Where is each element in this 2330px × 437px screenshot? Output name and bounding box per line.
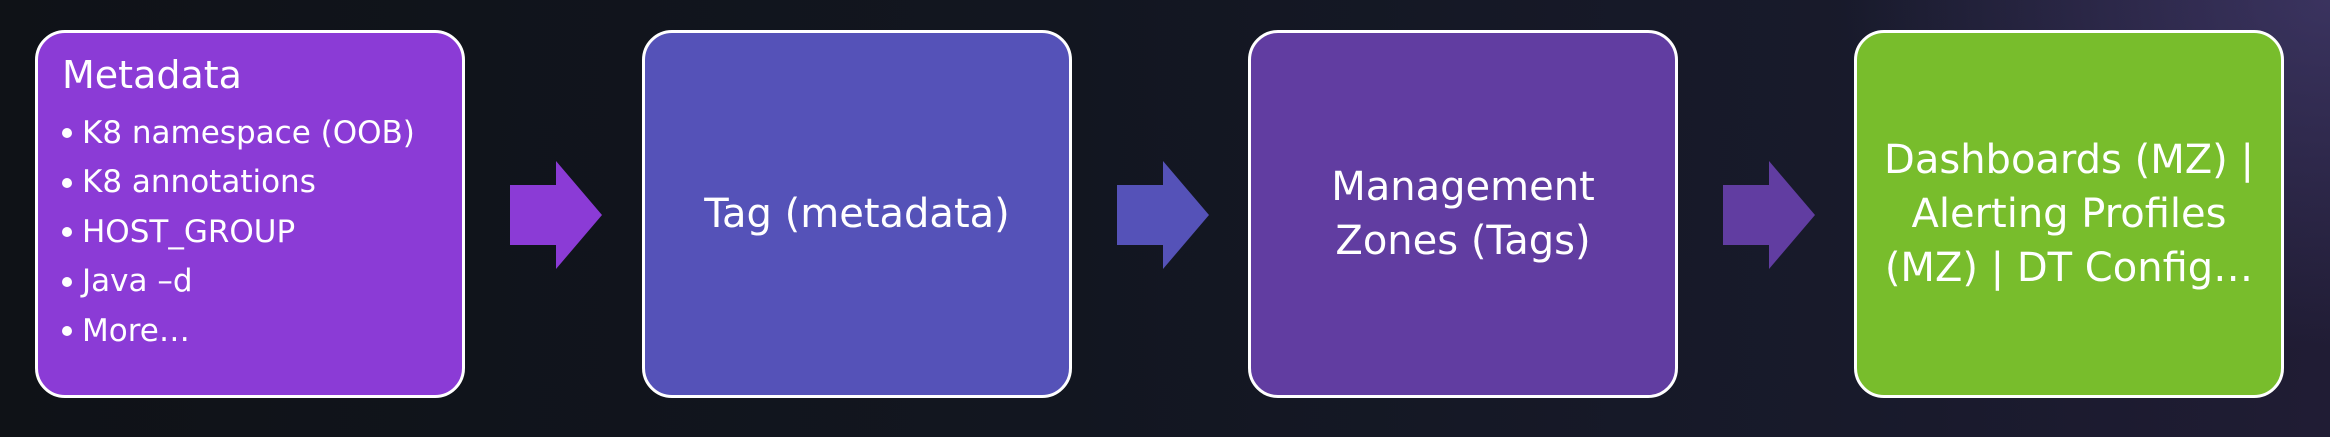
bullet-icon	[62, 227, 72, 238]
step-tag-box: Tag (metadata)	[642, 30, 1072, 398]
arrow-right-icon	[1117, 161, 1209, 269]
list-item: Java –d	[62, 257, 446, 307]
arrow-1-shape	[510, 161, 602, 269]
list-item: More…	[62, 307, 446, 357]
arrow-2-shape	[1117, 161, 1209, 269]
management-zones-label: Management Zones (Tags)	[1331, 164, 1595, 264]
step-dashboards-box: Dashboards (MZ) | Alerting Profiles (MZ)…	[1854, 30, 2284, 398]
metadata-title: Metadata	[62, 53, 242, 97]
tag-content: Tag (metadata)	[645, 33, 1069, 395]
metadata-list: K8 namespace (OOB) K8 annotations HOST_G…	[62, 109, 446, 357]
list-item-label: K8 namespace (OOB)	[82, 114, 415, 151]
step-metadata-box: Metadata K8 namespace (OOB) K8 annotatio…	[35, 30, 465, 398]
bullet-icon	[62, 276, 72, 287]
bullet-icon	[62, 177, 72, 188]
list-item: HOST_GROUP	[62, 208, 446, 258]
dashboards-label: Dashboards (MZ) | Alerting Profiles (MZ)…	[1884, 137, 2254, 291]
tag-label: Tag (metadata)	[704, 191, 1010, 237]
step-management-zones-box: Management Zones (Tags)	[1248, 30, 1678, 398]
list-item: K8 namespace (OOB)	[62, 109, 446, 159]
bullet-icon	[62, 326, 72, 337]
management-zones-content: Management Zones (Tags)	[1251, 33, 1675, 395]
list-item-label: Java –d	[82, 263, 193, 300]
metadata-content: Metadata K8 namespace (OOB) K8 annotatio…	[62, 53, 446, 356]
list-item: K8 annotations	[62, 158, 446, 208]
bullet-icon	[62, 128, 72, 139]
arrow-right-icon	[1723, 161, 1815, 269]
arrow-3-shape	[1723, 161, 1815, 269]
list-item-label: More…	[82, 312, 190, 349]
list-item-label: HOST_GROUP	[82, 213, 296, 250]
dashboards-content: Dashboards (MZ) | Alerting Profiles (MZ)…	[1857, 33, 2281, 395]
list-item-label: K8 annotations	[82, 164, 316, 201]
arrow-right-icon	[510, 161, 602, 269]
